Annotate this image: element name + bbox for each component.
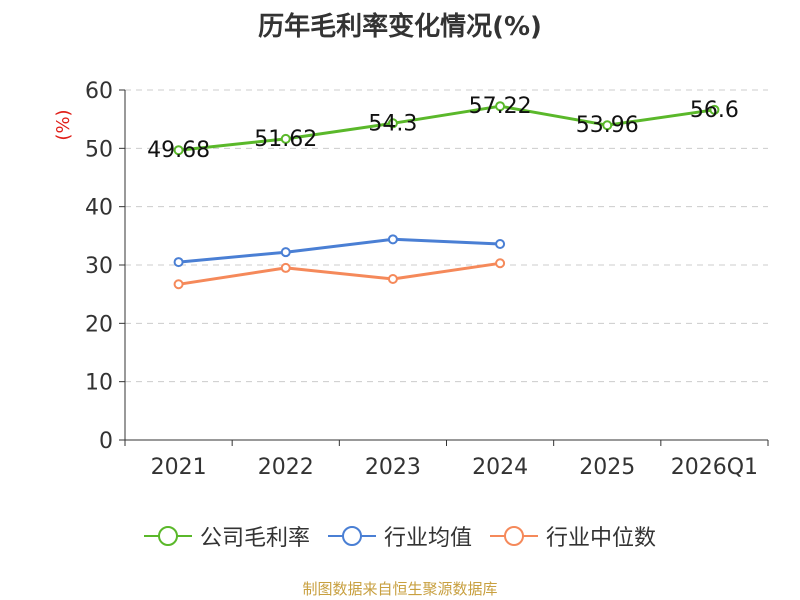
chart-title: 历年毛利率变化情况(%) — [258, 12, 542, 42]
series-1-point-2024 — [495, 239, 506, 249]
y-axis-label: (%) — [53, 109, 74, 140]
y-tick-label-60: 60 — [85, 79, 113, 104]
legend-item-1[interactable]: 行业均值 — [327, 520, 472, 552]
series-0-point-2024 — [495, 101, 506, 112]
x-tick-label-2026Q1: 2026Q1 — [671, 455, 758, 480]
legend: 公司毛利率 行业均值 行业中位数 — [0, 520, 800, 552]
legend-label: 行业均值 — [383, 526, 472, 551]
x-tick-label-2022: 2022 — [258, 455, 314, 480]
series-line-2 — [178, 261, 501, 286]
series-2-point-2022 — [280, 262, 291, 273]
data-label-2021: 49.68 — [147, 138, 210, 163]
x-tick-label-2025: 2025 — [579, 455, 635, 480]
source-note: 制图数据来自恒生聚源数据库 — [302, 580, 498, 598]
series-0-point-2021 — [173, 145, 184, 156]
series-0-point-2023 — [387, 118, 398, 129]
x-tick-label-2021: 2021 — [151, 455, 207, 480]
legend-item-2[interactable]: 行业中位数 — [490, 520, 656, 552]
series-2-point-2023 — [387, 274, 398, 284]
y-tick-label-30: 30 — [85, 254, 113, 279]
legend-swatch-icon — [490, 526, 538, 546]
series-0-point-2025 — [602, 120, 613, 131]
legend-item-0[interactable]: 公司毛利率 — [143, 520, 310, 552]
data-label-2022: 51.62 — [254, 127, 317, 152]
legend-label: 公司毛利率 — [199, 526, 310, 551]
series-2-point-2024 — [495, 258, 506, 269]
data-label-2023: 54.3 — [368, 111, 417, 136]
series-2-point-2021 — [173, 279, 184, 290]
series-1-point-2022 — [280, 247, 291, 258]
data-label-2025: 53.96 — [576, 113, 639, 138]
series-0-point-2022 — [280, 133, 291, 144]
x-tick-label-2023: 2023 — [365, 455, 421, 480]
y-tick-label-20: 20 — [85, 312, 113, 337]
x-tick-label-2024: 2024 — [472, 455, 528, 480]
data-label-2026Q1: 56.6 — [690, 98, 739, 123]
legend-label: 行业中位数 — [546, 526, 657, 551]
series-1-point-2021 — [173, 257, 184, 268]
series-1-point-2023 — [387, 234, 398, 245]
y-tick-label-10: 10 — [85, 371, 113, 396]
y-tick-label-40: 40 — [85, 196, 113, 221]
y-tick-label-0: 0 — [99, 429, 113, 454]
legend-swatch-icon — [143, 526, 192, 546]
legend-swatch-icon — [327, 526, 376, 546]
series-0-point-2026Q1 — [709, 104, 720, 115]
series-line-1 — [178, 237, 501, 264]
y-tick-label-50: 50 — [85, 137, 113, 162]
series-line-0 — [178, 104, 715, 152]
data-label-2024: 57.22 — [469, 94, 532, 119]
